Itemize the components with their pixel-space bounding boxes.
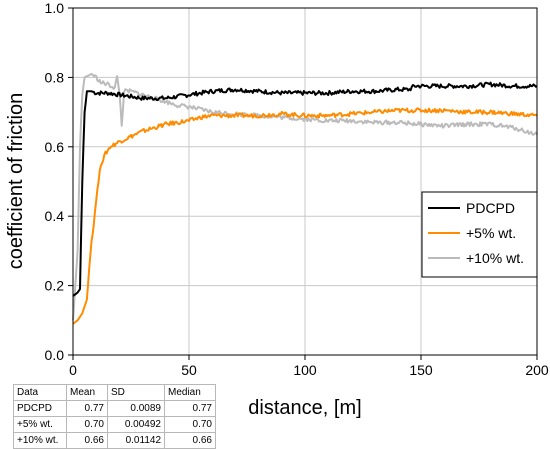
series-line xyxy=(72,81,538,297)
y-tick-label: 0.0 xyxy=(45,347,65,363)
cell-sd: 0.00492 xyxy=(107,416,165,433)
y-tick-label: 0.6 xyxy=(45,139,65,155)
chart-grid xyxy=(73,8,537,355)
chart-series xyxy=(72,72,538,325)
header-data: Data xyxy=(13,384,67,401)
y-tick-label: 0.8 xyxy=(45,69,65,85)
cell-name: PDCPD xyxy=(13,400,67,417)
y-axis-title: coefficient of friction xyxy=(5,93,27,269)
chart-legend: PDCPD +5% wt. +10% wt. xyxy=(421,191,538,278)
x-axis-title: distance, [m] xyxy=(248,397,361,419)
x-tick-label: 100 xyxy=(293,362,317,378)
cell-median: 0.66 xyxy=(164,432,216,449)
series-line xyxy=(72,107,538,325)
legend-box xyxy=(421,191,538,278)
y-tick-label: 0.4 xyxy=(45,208,65,224)
y-tick-label: 1.0 xyxy=(45,0,65,16)
cell-sd: 0.0089 xyxy=(107,400,165,417)
legend-label: +10% wt. xyxy=(466,250,524,266)
header-sd: SD xyxy=(107,384,165,401)
cell-median: 0.77 xyxy=(164,400,216,417)
header-median: Median xyxy=(164,384,216,401)
table-row: +10% wt. 0.66 0.01142 0.66 xyxy=(13,432,216,449)
legend-label: +5% wt. xyxy=(466,225,516,241)
chart-ticks: 0 50 100 150 200 0.0 0.2 0.4 0.6 0.8 1.0 xyxy=(45,0,549,378)
cell-sd: 0.01142 xyxy=(107,432,165,449)
x-tick-label: 150 xyxy=(409,362,433,378)
statistics-table: Data Mean SD Median PDCPD 0.77 0.0089 0.… xyxy=(13,384,216,449)
table-header-row: Data Mean SD Median xyxy=(13,384,216,401)
cell-mean: 0.70 xyxy=(66,416,108,433)
legend-label: PDCPD xyxy=(466,200,515,216)
cell-mean: 0.66 xyxy=(66,432,108,449)
cell-median: 0.70 xyxy=(164,416,216,433)
cell-name: +10% wt. xyxy=(13,432,67,449)
cell-name: +5% wt. xyxy=(13,416,67,433)
x-tick-label: 50 xyxy=(181,362,197,378)
y-tick-label: 0.2 xyxy=(45,278,65,294)
x-tick-label: 0 xyxy=(69,362,77,378)
table-row: PDCPD 0.77 0.0089 0.77 xyxy=(13,400,216,417)
cell-mean: 0.77 xyxy=(66,400,108,417)
table-row: +5% wt. 0.70 0.00492 0.70 xyxy=(13,416,216,433)
x-tick-label: 200 xyxy=(525,362,549,378)
header-mean: Mean xyxy=(66,384,108,401)
